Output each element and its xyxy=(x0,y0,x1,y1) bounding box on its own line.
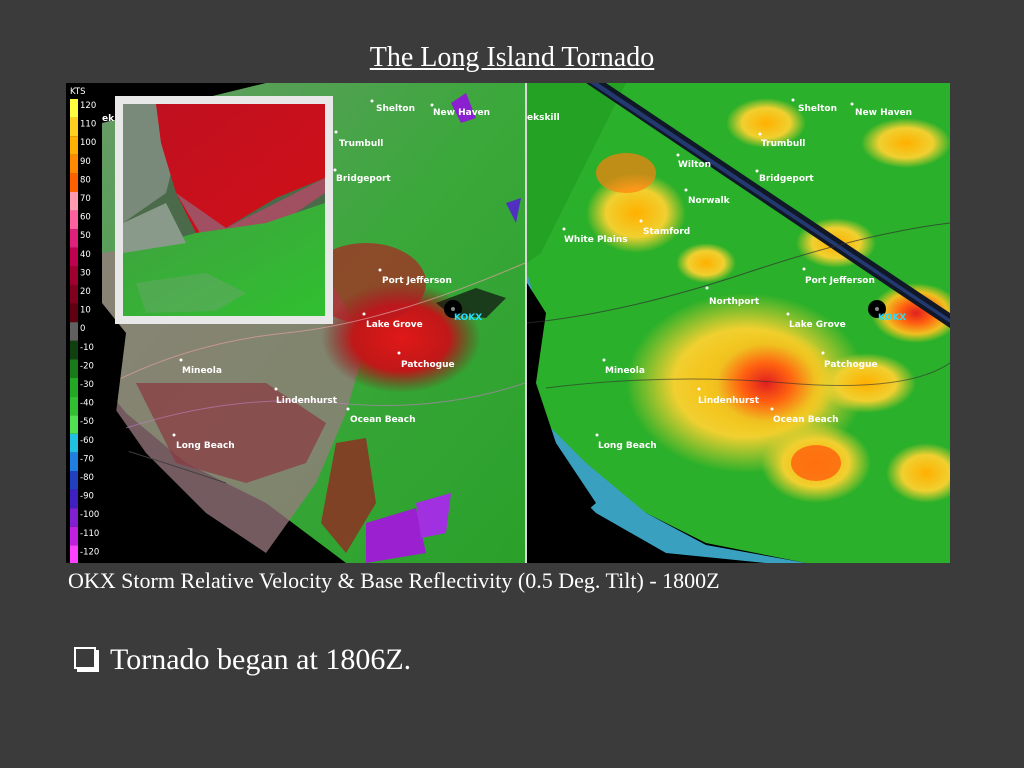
legend-tick-label: -40 xyxy=(80,399,94,409)
legend-tick-label: 30 xyxy=(80,268,91,278)
legend-tick-label: -100 xyxy=(80,510,99,520)
label-trumbull-ref: Trumbull xyxy=(761,139,805,149)
legend-unit: KTS xyxy=(70,87,86,97)
bullet-text: Tornado began at 1806Z. xyxy=(110,643,412,676)
legend-tick-label: 40 xyxy=(80,250,91,260)
label-lindenhurst: Lindenhurst xyxy=(276,396,338,406)
legend-tick-label: -80 xyxy=(80,473,94,483)
label-patchogue: Patchogue xyxy=(401,360,455,370)
label-ocean-beach: Ocean Beach xyxy=(350,415,415,425)
velocity-color-legend: KTS 1201101009080706050403020100-10-20-3… xyxy=(70,87,99,563)
label-bridgeport: Bridgeport xyxy=(336,174,391,184)
legend-swatch xyxy=(70,173,78,192)
legend-swatch xyxy=(70,526,78,546)
legend-swatch xyxy=(70,154,78,174)
legend-swatch xyxy=(70,266,78,285)
label-trumbull: Trumbull xyxy=(339,139,383,149)
legend-tick-label: 90 xyxy=(80,157,91,167)
legend-tick-label: -120 xyxy=(80,547,99,557)
label-peekskill: ekskill xyxy=(527,113,560,123)
label-new-haven: New Haven xyxy=(433,108,490,118)
label-bridgeport-ref: Bridgeport xyxy=(759,174,814,184)
label-new-haven-ref: New Haven xyxy=(855,108,912,118)
legend-swatch xyxy=(70,285,78,304)
label-lake-grove-ref: Lake Grove xyxy=(789,320,846,330)
legend-swatch xyxy=(70,415,78,434)
legend-swatch xyxy=(70,508,78,527)
label-mineola-ref: Mineola xyxy=(605,366,645,376)
radar-image-panel: KTS 120 110 100 90 80 70 60 50 40 30 20 10 0 -10 -20 -3… xyxy=(66,83,950,563)
legend-swatch xyxy=(70,303,78,323)
velocity-city-labels: Shelton New Haven Trumbull Bridgeport Po… xyxy=(102,99,490,451)
label-white-plains: White Plains xyxy=(564,235,628,245)
legend-swatch xyxy=(70,99,78,118)
legend-tick-label: 0 xyxy=(80,324,85,334)
bullet-item: Tornado began at 1806Z. xyxy=(74,643,411,677)
label-long-beach: Long Beach xyxy=(176,441,235,451)
reflectivity-city-labels: ekskill Shelton New Haven Trumbull Wilto… xyxy=(527,98,912,451)
legend-tick-label: 80 xyxy=(80,175,91,185)
legend-swatch xyxy=(70,322,78,341)
legend-tick-label: 110 xyxy=(80,120,96,130)
label-lindenhurst-ref: Lindenhurst xyxy=(698,396,760,406)
label-northport: Northport xyxy=(709,297,760,307)
legend-tick-label: 70 xyxy=(80,194,91,204)
label-shelton-ref: Shelton xyxy=(798,104,837,114)
legend-swatch xyxy=(70,489,78,509)
legend-swatch xyxy=(70,136,78,155)
label-shelton: Shelton xyxy=(376,104,415,114)
legend-swatch xyxy=(70,545,78,563)
label-stamford: Stamford xyxy=(643,227,690,237)
label-ocean-beach-ref: Ocean Beach xyxy=(773,415,838,425)
legend-swatch xyxy=(70,117,78,137)
label-kokx-velocity: KOKX xyxy=(454,313,482,323)
legend-tick-label: -20 xyxy=(80,361,94,371)
legend-swatch xyxy=(70,210,78,230)
legend-tick-label: -30 xyxy=(80,380,94,390)
figure-caption: OKX Storm Relative Velocity & Base Refle… xyxy=(68,568,720,593)
legend-swatch xyxy=(70,229,78,248)
label-port-jefferson-ref: Port Jefferson xyxy=(805,276,875,286)
panel-divider xyxy=(525,83,527,563)
label-mineola: Mineola xyxy=(182,366,222,376)
legend-swatch xyxy=(70,396,78,416)
legend-tick-label: -110 xyxy=(80,529,99,539)
legend-tick-label: -60 xyxy=(80,436,94,446)
legend-tick-label: 50 xyxy=(80,231,91,241)
label-wilton: Wilton xyxy=(678,160,711,170)
legend-swatch xyxy=(70,452,78,471)
legend-tick-label: -50 xyxy=(80,417,94,427)
legend-swatch xyxy=(70,359,78,378)
label-port-jefferson: Port Jefferson xyxy=(382,276,452,286)
label-norwalk: Norwalk xyxy=(688,196,731,206)
legend-tick-label: 100 xyxy=(80,138,96,148)
legend-swatch xyxy=(70,247,78,267)
legend-tick-label: -90 xyxy=(80,492,94,502)
label-edge-left: ek xyxy=(102,114,115,124)
legend-tick-label: 60 xyxy=(80,213,91,223)
legend-tick-label: 20 xyxy=(80,287,91,297)
legend-tick-label: -70 xyxy=(80,454,94,464)
label-long-beach-ref: Long Beach xyxy=(598,441,657,451)
label-patchogue-ref: Patchogue xyxy=(824,360,878,370)
label-kokx-reflectivity: KOKX xyxy=(878,313,906,323)
legend-swatch xyxy=(70,471,78,490)
velocity-zoom-inset xyxy=(115,96,333,324)
legend-swatch xyxy=(70,433,78,453)
label-lake-grove: Lake Grove xyxy=(366,320,423,330)
legend-tick-label: 120 xyxy=(80,101,96,111)
legend-tick-label: 10 xyxy=(80,306,91,316)
legend-tick-label: -10 xyxy=(80,343,94,353)
legend-swatch xyxy=(70,378,78,397)
legend-swatch xyxy=(70,340,78,360)
checkbox-bullet-icon xyxy=(74,647,96,669)
legend-swatch xyxy=(70,192,78,211)
reflectivity-panel xyxy=(526,83,950,563)
slide-title: The Long Island Tornado xyxy=(369,42,655,73)
